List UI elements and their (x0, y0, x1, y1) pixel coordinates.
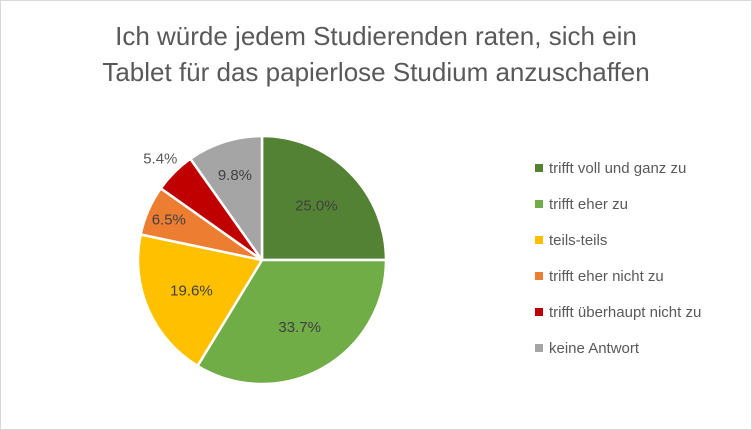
legend-item-4: trifft eher nicht zu (535, 266, 701, 286)
legend-label-1: trifft voll und ganz zu (549, 159, 687, 177)
pie-slice-6 (189, 134, 264, 262)
legend-label-5: trifft überhaupt nicht zu (549, 303, 702, 321)
chart-title: Ich würde jedem Studierenden raten, sich… (0, 18, 752, 90)
chart-title-line-2: Tablet für das papierlose Studium anzusc… (102, 57, 650, 87)
legend-label-4: trifft eher nicht zu (549, 267, 664, 285)
legend-swatch-4 (535, 272, 543, 280)
legend-item-6: keine Antwort (535, 338, 701, 358)
data-label-5: 5.4% (143, 150, 177, 167)
pie-slice-1 (260, 134, 388, 262)
legend-item-5: trifft überhaupt nicht zu (535, 302, 701, 322)
data-label-1: 25.0% (295, 198, 338, 215)
chart-title-line-1: Ich würde jedem Studierenden raten, sich… (115, 21, 637, 51)
legend-swatch-6 (535, 344, 543, 352)
legend: trifft voll und ganz zu trifft eher zu tei… (535, 158, 701, 374)
data-label-3: 19.6% (170, 283, 213, 300)
legend-label-6: keine Antwort (549, 339, 640, 357)
legend-swatch-1 (535, 164, 543, 172)
legend-swatch-5 (535, 308, 543, 316)
legend-item-1: trifft voll und ganz zu (535, 158, 701, 178)
pie-slice-2 (196, 258, 388, 386)
legend-label-2: trifft eher zu (549, 195, 628, 213)
pie-slice-3 (136, 233, 264, 368)
data-label-2: 33.7% (278, 319, 321, 336)
legend-swatch-3 (535, 236, 543, 244)
data-label-4: 6.5% (152, 211, 186, 228)
legend-item-3: teils-teils (535, 230, 701, 250)
legend-label-3: teils-teils (549, 231, 608, 249)
data-label-6: 9.8% (218, 167, 252, 184)
legend-item-2: trifft eher zu (535, 194, 701, 214)
legend-swatch-2 (535, 200, 543, 208)
